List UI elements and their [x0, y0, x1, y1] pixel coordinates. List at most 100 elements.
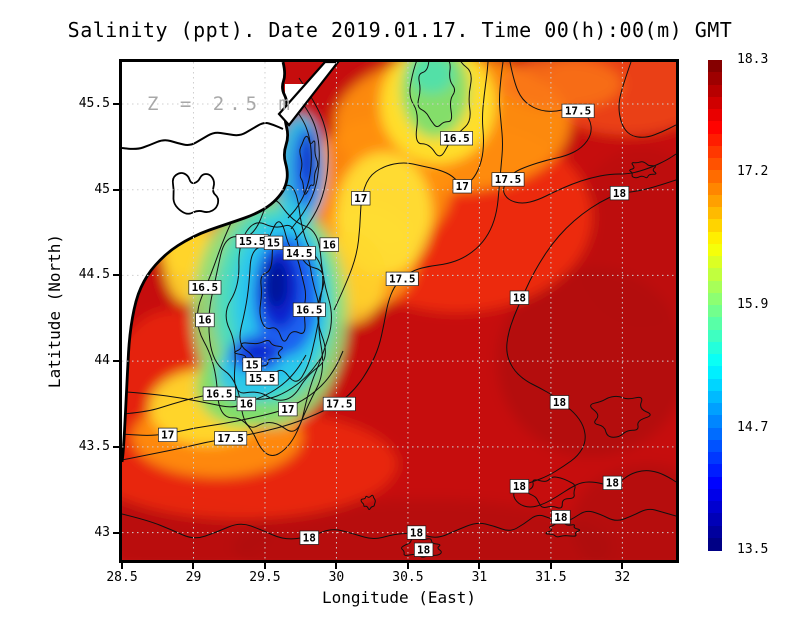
y-tick-mark — [113, 531, 119, 534]
colorbar-segment — [708, 501, 722, 514]
colorbar-tick-label: 18.3 — [737, 52, 769, 67]
svg-text:16.5: 16.5 — [192, 281, 219, 294]
svg-text:16: 16 — [240, 398, 254, 411]
colorbar-segment — [708, 268, 722, 281]
contour-label: 16 — [195, 312, 215, 328]
x-tick-label: 29.5 — [249, 570, 281, 585]
colorbar-segment — [708, 72, 722, 85]
contour-label: 18 — [551, 510, 571, 525]
contour-label: 16 — [236, 396, 257, 412]
colorbar-segment — [708, 317, 722, 330]
svg-text:18: 18 — [554, 511, 567, 524]
x-tick-mark — [263, 563, 266, 569]
contour-line — [618, 62, 676, 138]
contour-line — [290, 89, 320, 230]
colorbar-segment — [708, 476, 722, 490]
colorbar-segment — [708, 145, 722, 159]
colorbar-segment — [708, 513, 722, 526]
contour-line — [259, 243, 307, 342]
colorbar-segment — [708, 194, 722, 208]
colorbar-segment — [708, 207, 722, 220]
colorbar-segment — [708, 464, 722, 477]
contour-line — [409, 62, 472, 157]
depth-annotation: Z = 2.5 m — [147, 93, 295, 115]
contour-line — [208, 199, 332, 432]
contour-label: 16.5 — [440, 131, 473, 146]
colorbar-segment — [708, 219, 722, 232]
x-axis-label: Longitude (East) — [321, 588, 477, 607]
y-tick-mark — [113, 274, 119, 277]
colorbar-segment — [708, 231, 722, 245]
x-tick-mark — [121, 563, 123, 569]
lagoon-outline — [171, 172, 220, 215]
contour-line — [234, 340, 283, 367]
colorbar-segment — [708, 292, 722, 306]
contour-label: 18 — [414, 542, 434, 557]
colorbar-segment — [708, 378, 722, 392]
x-tick-label: 32 — [614, 570, 631, 585]
x-tick-label: 30 — [328, 570, 345, 585]
y-tick-mark — [113, 188, 119, 191]
colorbar-tick-label: 17.2 — [737, 164, 769, 180]
y-tick-label: 45 — [94, 181, 110, 197]
svg-text:17: 17 — [456, 180, 469, 193]
contour-label: 15 — [263, 235, 284, 250]
contour-line — [122, 508, 676, 540]
colorbar-segment — [708, 96, 722, 110]
contour-label: 17.5 — [214, 431, 248, 446]
y-axis-label: Latitude (North) — [45, 233, 64, 389]
y-tick-label: 44 — [94, 353, 110, 369]
svg-text:16: 16 — [323, 238, 337, 251]
colorbar: 18.3 17.2 15.9 14.7 13.5 — [708, 52, 768, 557]
contour-line — [545, 521, 581, 538]
contour-label: 16.5 — [292, 302, 326, 317]
svg-text:16.5: 16.5 — [443, 132, 470, 145]
coastal-spit — [277, 62, 340, 127]
x-tick-label: 29 — [185, 570, 202, 585]
contour-label: 18 — [609, 186, 630, 201]
y-tick-label: 44.5 — [78, 267, 110, 283]
x-tick-label: 31.5 — [535, 570, 567, 585]
svg-text:18: 18 — [606, 477, 619, 490]
contour-label: 15.5 — [245, 371, 279, 386]
contour-label: 15 — [242, 357, 262, 372]
y-tick-mark — [113, 360, 119, 363]
plot-frame: 17.5 16.5 17 17.5 18 17 15.5 15 14.5 16 16.5 16.5 16… — [119, 59, 679, 563]
svg-text:18: 18 — [513, 480, 526, 493]
colorbar-segment — [708, 158, 722, 171]
colorbar-segment — [708, 280, 722, 294]
colorbar-segment — [708, 354, 722, 367]
svg-text:16.5: 16.5 — [296, 303, 323, 316]
contour-label: 18 — [299, 530, 319, 545]
colorbar-segment — [708, 243, 722, 257]
contour-label: 18 — [509, 290, 530, 305]
colorbar-tick-label: 14.7 — [737, 419, 769, 435]
svg-text:18: 18 — [513, 291, 526, 304]
svg-text:18: 18 — [613, 187, 626, 200]
grid-lines — [122, 62, 676, 560]
contour-label: 18 — [406, 525, 427, 540]
colorbar-segment — [708, 84, 722, 98]
contour-label: 16.5 — [202, 386, 236, 401]
colorbar-segment — [708, 109, 722, 122]
svg-text:17: 17 — [354, 192, 367, 205]
y-tick-label: 43.5 — [78, 438, 110, 454]
y-tick-mark — [113, 445, 119, 448]
contour-line — [417, 62, 456, 128]
contour-label: 17 — [351, 191, 371, 206]
x-tick-mark — [621, 563, 624, 569]
svg-text:18: 18 — [303, 531, 316, 544]
colorbar-segment — [708, 341, 722, 355]
svg-text:17.5: 17.5 — [495, 173, 522, 186]
svg-text:15.5: 15.5 — [249, 372, 276, 385]
x-tick-mark — [406, 563, 409, 569]
x-tick-mark — [192, 563, 195, 569]
svg-text:18: 18 — [553, 396, 566, 409]
contour-label: 16 — [319, 237, 339, 252]
colorbar-tick-label: 13.5 — [737, 542, 769, 557]
svg-text:17.5: 17.5 — [565, 105, 592, 118]
contour-line — [590, 395, 651, 438]
colorbar-segment — [708, 133, 722, 147]
